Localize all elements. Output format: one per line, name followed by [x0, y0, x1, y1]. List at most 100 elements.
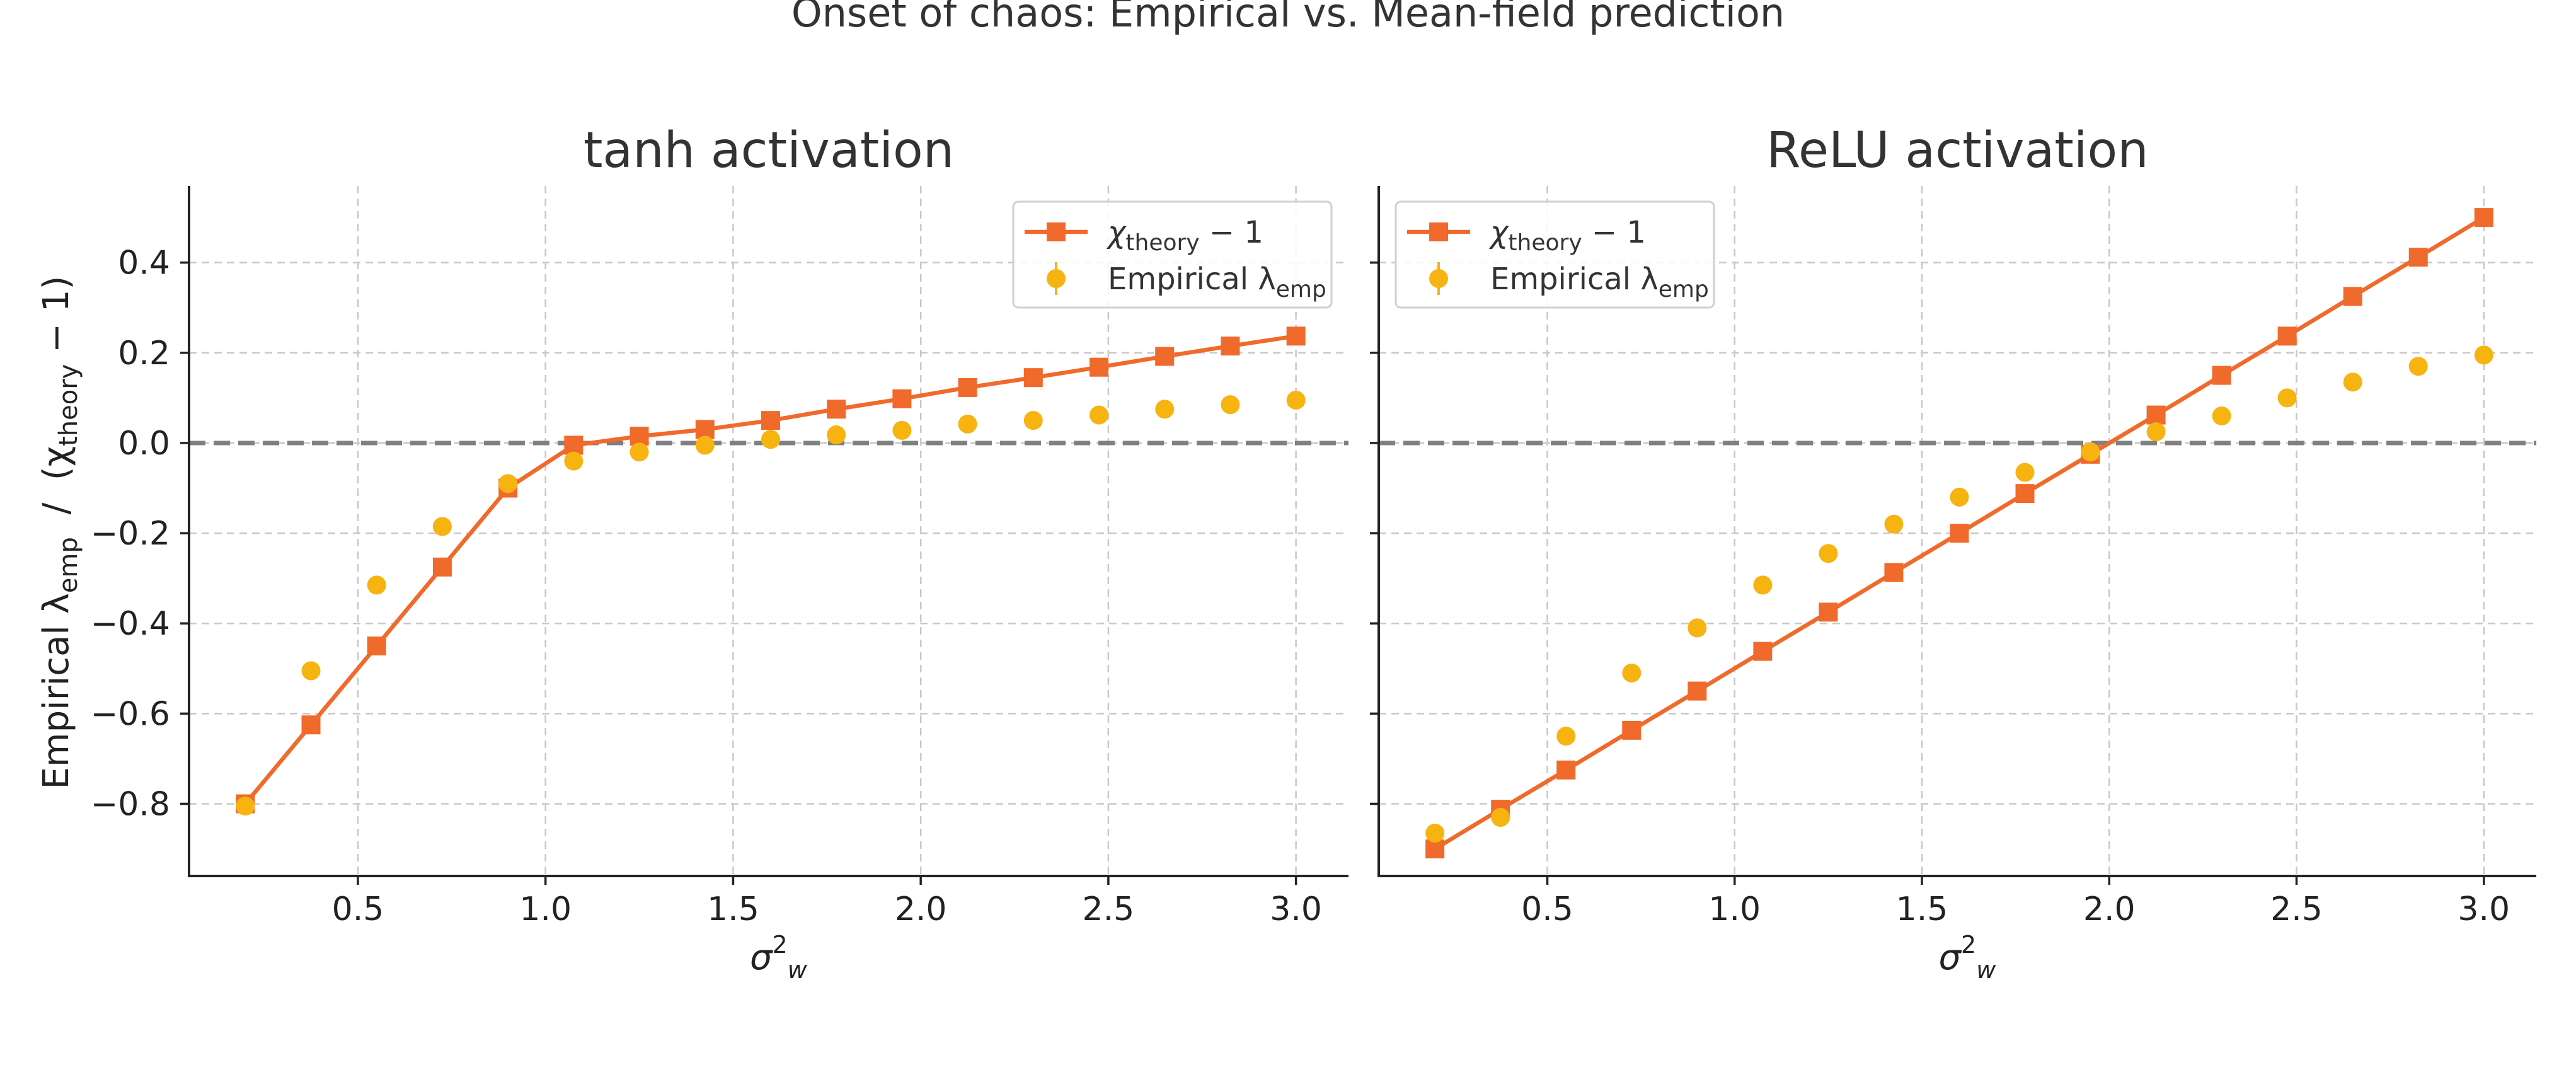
empirical-point [1622, 663, 1642, 683]
y-axis-label-sep: / (χ [36, 446, 77, 537]
empirical-point [630, 442, 649, 462]
empirical-point [1090, 405, 1109, 425]
legend-theory-marker [1047, 222, 1066, 241]
y-tick-label: −0.8 [91, 785, 170, 823]
theory-point [1090, 357, 1109, 377]
legend-empirical-marker [1429, 269, 1448, 288]
empirical-point [2408, 357, 2428, 376]
empirical-point [2474, 345, 2493, 365]
empirical-point [1688, 618, 1707, 638]
theory-point [630, 427, 649, 446]
legend-empirical-sub: emp [1659, 277, 1709, 302]
theory-point [1950, 524, 1969, 543]
tanh-panel: tanh activation 0.5 1.0 1.5 2.0 2.5 3.0 −0.8 −0.… [91, 122, 1348, 984]
legend-empirical-main: Empirical λ [1108, 262, 1276, 297]
figure-suptitle: Onset of chaos: Empirical vs. Mean-field… [791, 0, 1785, 36]
x-axis-label-main: σ [1939, 937, 1962, 978]
empirical-point [2212, 406, 2231, 425]
y-axis-label-sub-theory: theory [54, 364, 83, 446]
x-tick-label: 2.5 [2270, 890, 2323, 928]
x-tick-label: 1.0 [1708, 890, 1761, 928]
empirical-point [892, 420, 912, 440]
empirical-point [498, 474, 518, 493]
legend-theory-marker [1429, 222, 1448, 241]
x-tick-label: 2.0 [2083, 890, 2136, 928]
x-axis-label-sup: 2 [1961, 931, 1976, 959]
y-axis-label-sub-emp: emp [54, 537, 83, 593]
empirical-point [1950, 487, 1969, 507]
theory-point [892, 389, 912, 408]
empirical-point [1884, 514, 1904, 534]
y-axis-label: Empirical λemp / (χtheory − 1) [36, 276, 83, 790]
empirical-point [236, 797, 255, 816]
x-tick-label: 0.5 [1521, 890, 1573, 928]
empirical-point [1221, 395, 1240, 415]
x-tick-label: 2.0 [895, 890, 947, 928]
empirical-point [367, 575, 386, 595]
legend-theory-tail: − 1 [1582, 215, 1646, 250]
legend-theory-label: χtheory − 1 [1106, 215, 1263, 256]
theory-point [1221, 337, 1240, 356]
theory-point [1884, 563, 1904, 582]
theory-point [2212, 366, 2231, 385]
theory-point [2277, 326, 2297, 346]
legend-empirical-label: Empirical λemp [1108, 262, 1326, 302]
empirical-point [1556, 727, 1576, 746]
empirical-point [564, 451, 584, 471]
empirical-point [761, 430, 780, 449]
theory-point [1155, 347, 1175, 366]
empirical-point [1819, 544, 1838, 563]
relu-panel: ReLU activation 0.5 1.0 1.5 2.0 2.5 3.0 σ2w χthe… [1370, 122, 2536, 984]
x-tick-label: 1.5 [707, 890, 759, 928]
empirical-point [695, 435, 715, 455]
y-axis-label-main: Empirical λ [36, 593, 77, 789]
x-axis-label-main: σ [750, 937, 773, 978]
theory-point [301, 715, 321, 735]
theory-point [2146, 405, 2166, 425]
x-tick-label: 3.0 [1270, 890, 1322, 928]
theory-point [695, 420, 715, 439]
x-axis-label: σ2w [750, 931, 808, 984]
x-axis-label-sub: w [1976, 956, 1996, 984]
legend-empirical-label: Empirical λemp [1490, 262, 1709, 302]
empirical-point [301, 661, 321, 681]
theory-point [761, 411, 780, 430]
theory-point [1286, 326, 1306, 346]
theory-point [1425, 839, 1445, 859]
theory-point [958, 377, 977, 397]
theory-point [2015, 484, 2035, 504]
x-axis-label-sup: 2 [773, 931, 788, 959]
theory-point [2408, 248, 2428, 267]
legend-theory-main: χ [1106, 215, 1127, 250]
legend-theory-label: χtheory − 1 [1488, 215, 1646, 256]
y-tick-label: −0.6 [91, 695, 170, 733]
empirical-point [2343, 372, 2362, 392]
empirical-point [1023, 411, 1043, 430]
theory-point [564, 435, 584, 455]
legend-box [1012, 200, 1333, 309]
theory-point [432, 557, 452, 577]
empirical-point [1425, 824, 1445, 843]
y-axis-label-tail: − 1) [36, 276, 77, 364]
y-tick-label: 0.2 [118, 335, 170, 372]
legend-empirical-main: Empirical λ [1490, 262, 1659, 297]
legend-box [1394, 200, 1715, 309]
x-tick-label: 1.5 [1896, 890, 1948, 928]
empirical-point [1155, 400, 1175, 419]
x-axis-label-sub: w [788, 956, 808, 984]
empirical-point [2277, 388, 2297, 408]
y-tick-label: 0.0 [118, 425, 170, 463]
x-tick-label: 3.0 [2458, 890, 2510, 928]
legend-theory-sub: theory [1508, 230, 1582, 256]
legend-theory-tail: − 1 [1200, 215, 1263, 250]
theory-point [1556, 760, 1576, 780]
empirical-point [432, 517, 452, 536]
theory-point [827, 400, 846, 419]
panel-title: ReLU activation [1766, 122, 2148, 179]
empirical-point [1491, 807, 1510, 827]
legend-theory-sub: theory [1125, 230, 1199, 256]
empirical-point [958, 414, 977, 434]
y-tick-label: −0.4 [91, 605, 170, 643]
x-tick-label: 1.0 [519, 890, 572, 928]
